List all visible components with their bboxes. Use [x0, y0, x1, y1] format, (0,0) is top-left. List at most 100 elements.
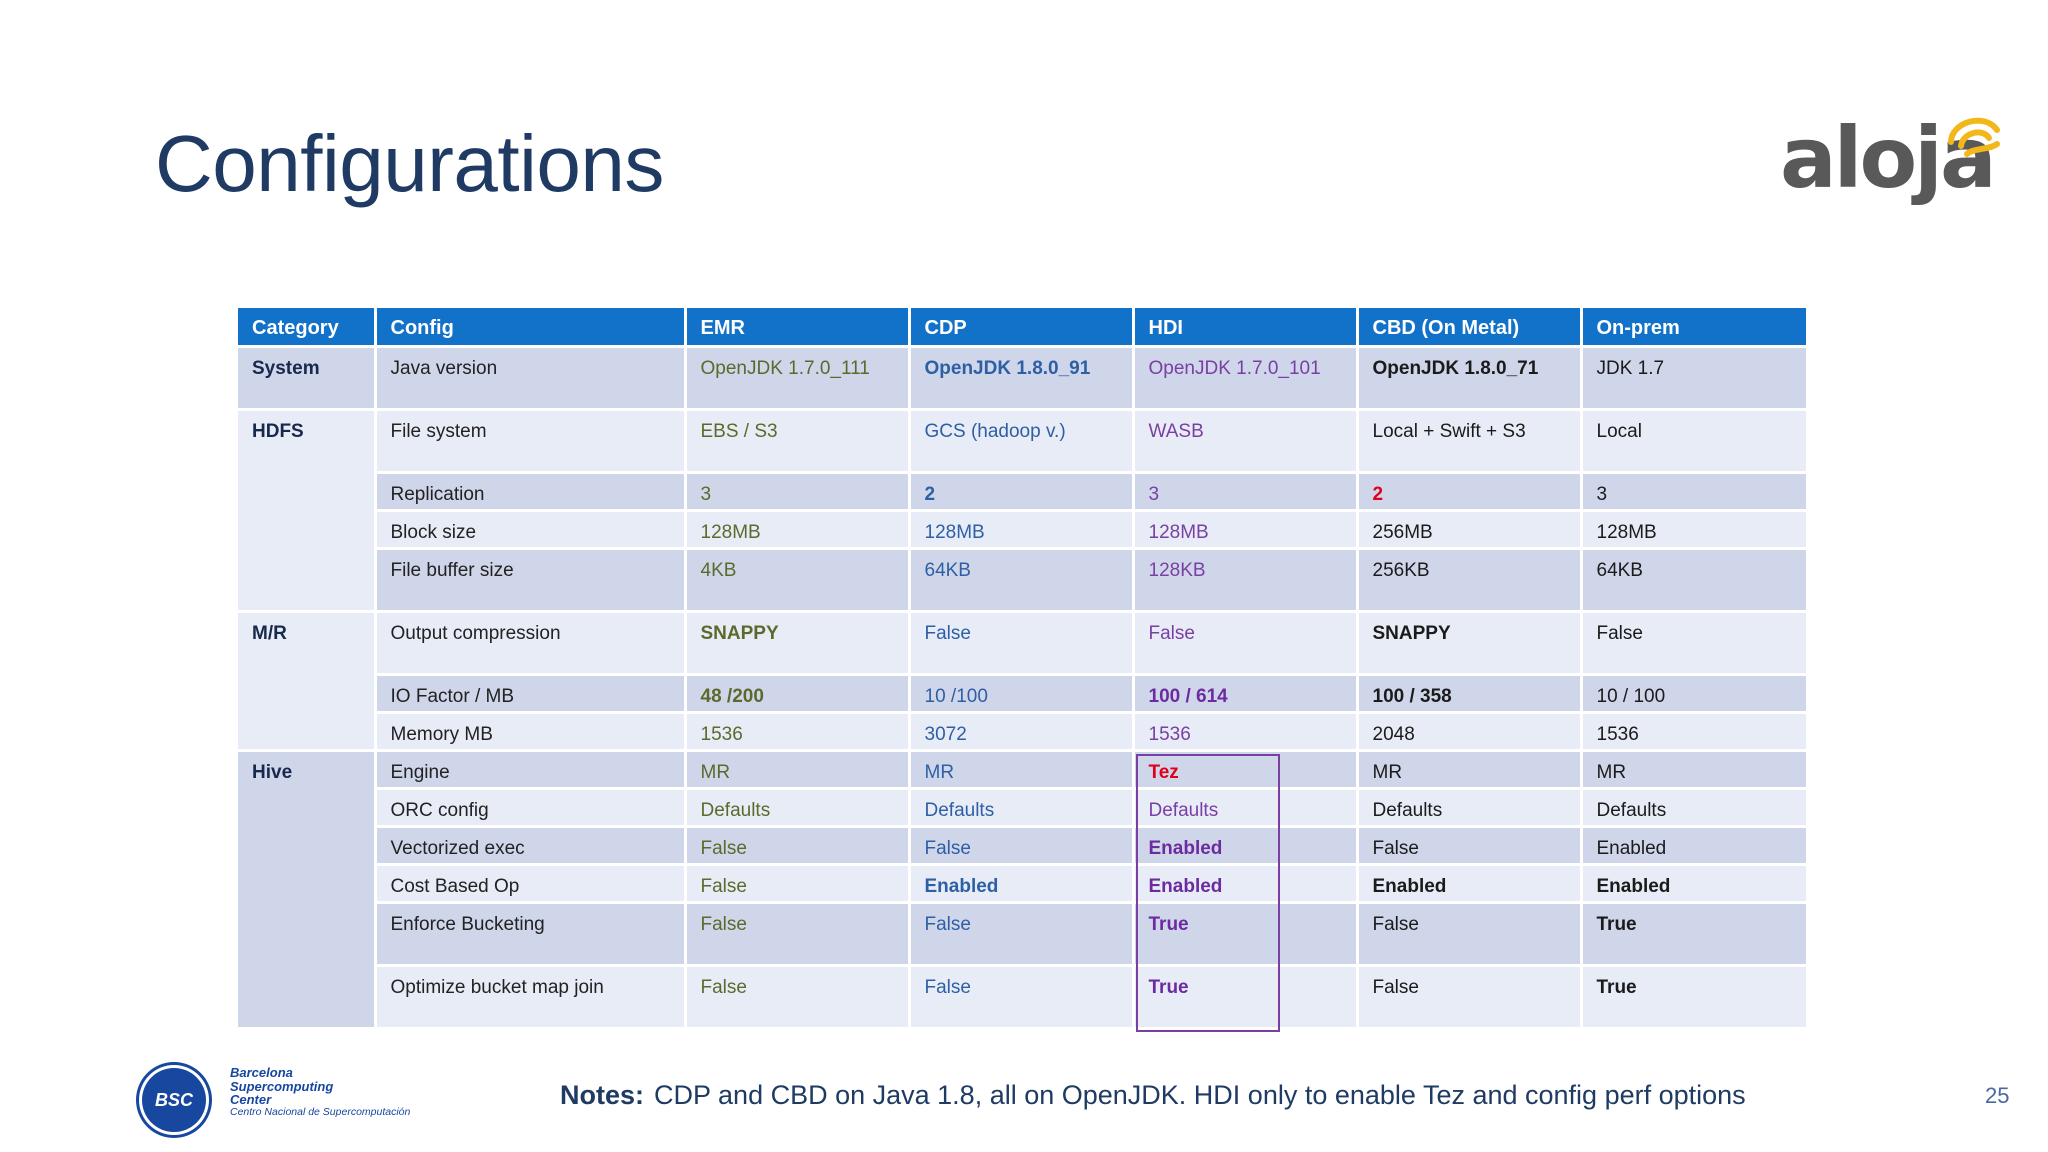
- cell-cbd: 2048: [1357, 712, 1583, 752]
- header-cdp: CDP: [909, 308, 1135, 348]
- cell-onprem: 128MB: [1581, 510, 1806, 550]
- cell-config: Vectorized exec: [375, 826, 687, 866]
- cell-hdi: 3: [1133, 472, 1359, 512]
- slide-title: Configurations: [155, 119, 664, 208]
- cell-emr: False: [685, 826, 911, 866]
- table-row: File buffer size 4KB 64KB 128KB 256KB 64…: [238, 548, 1806, 613]
- cell-config: Java version: [375, 346, 687, 411]
- cell-cbd: Enabled: [1357, 864, 1583, 904]
- cell-emr: 128MB: [685, 510, 911, 550]
- header-cbd: CBD (On Metal): [1357, 308, 1583, 348]
- cell-onprem: 10 / 100: [1581, 674, 1806, 714]
- cell-emr: False: [685, 902, 911, 967]
- cell-config: Optimize bucket map join: [375, 965, 687, 1030]
- table-row: Cost Based Op False Enabled Enabled Enab…: [238, 864, 1806, 904]
- aloja-wordmark: aloja: [1780, 109, 1997, 207]
- cell-hdi: OpenJDK 1.7.0_101: [1133, 346, 1359, 411]
- table-row: Optimize bucket map join False False Tru…: [238, 965, 1806, 1030]
- cell-cdp: False: [909, 965, 1135, 1030]
- cell-cdp: False: [909, 826, 1135, 866]
- cell-hdi: 128KB: [1133, 548, 1359, 613]
- cell-cbd: 2: [1357, 472, 1583, 512]
- cell-cbd: OpenJDK 1.8.0_71: [1357, 346, 1583, 411]
- cell-onprem: JDK 1.7: [1581, 346, 1806, 411]
- cell-onprem: MR: [1581, 750, 1806, 790]
- cell-emr: 4KB: [685, 548, 911, 613]
- cell-cbd: SNAPPY: [1357, 611, 1583, 676]
- cell-cdp: MR: [909, 750, 1135, 790]
- header-onprem: On-prem: [1581, 308, 1806, 348]
- page-number: 25: [1985, 1083, 2010, 1108]
- table-row: M/R Output compression SNAPPY False Fals…: [238, 611, 1806, 752]
- configurations-table: Category Config EMR CDP HDI CBD (On Meta…: [238, 308, 1806, 1030]
- cell-onprem: Enabled: [1581, 826, 1806, 866]
- cell-hdi: 100 / 614: [1133, 674, 1359, 714]
- cell-cdp: False: [909, 611, 1135, 676]
- cell-emr: EBS / S3: [685, 409, 911, 474]
- cell-config: Engine: [375, 750, 687, 790]
- table-row: HDFS File system EBS / S3 GCS (hadoop v.…: [238, 409, 1806, 613]
- notes: Notes: CDP and CBD on Java 1.8, all on Op…: [560, 1080, 1746, 1111]
- aloja-logo: aloja: [1780, 108, 2010, 218]
- cell-onprem: Defaults: [1581, 788, 1806, 828]
- cell-cdp: Defaults: [909, 788, 1135, 828]
- cell-cdp: Enabled: [909, 864, 1135, 904]
- cell-config: Block size: [375, 510, 687, 550]
- cell-onprem: True: [1581, 965, 1806, 1030]
- cell-emr: 3: [685, 472, 911, 512]
- category-hdfs: HDFS: [238, 409, 377, 613]
- table-row: Vectorized exec False False Enabled Fals…: [238, 826, 1806, 866]
- notes-text: CDP and CBD on Java 1.8, all on OpenJDK.…: [654, 1080, 1746, 1110]
- cell-config: Replication: [375, 472, 687, 512]
- table-header-row: Category Config EMR CDP HDI CBD (On Meta…: [238, 308, 1806, 348]
- cell-cbd: Defaults: [1357, 788, 1583, 828]
- header-config: Config: [375, 308, 687, 348]
- category-system: System: [238, 346, 377, 411]
- cell-hdi: True: [1133, 902, 1359, 967]
- cell-emr: MR: [685, 750, 911, 790]
- table-row: Replication 3 2 3 2 3: [238, 472, 1806, 512]
- cell-emr: 1536: [685, 712, 911, 752]
- cell-config: Output compression: [375, 611, 687, 676]
- cell-cbd: False: [1357, 965, 1583, 1030]
- cell-hdi: 128MB: [1133, 510, 1359, 550]
- cell-hdi: 1536: [1133, 712, 1359, 752]
- cell-hdi: False: [1133, 611, 1359, 676]
- table-row: Block size 128MB 128MB 128MB 256MB 128MB: [238, 510, 1806, 550]
- cell-cbd: Local + Swift + S3: [1357, 409, 1583, 474]
- cell-cbd: False: [1357, 826, 1583, 866]
- cell-hdi: Enabled: [1133, 864, 1359, 904]
- table-row: Hive Engine MR MR Tez MR MR: [238, 750, 1806, 1030]
- cell-cbd: MR: [1357, 750, 1583, 790]
- cell-onprem: 1536: [1581, 712, 1806, 752]
- cell-config: File buffer size: [375, 548, 687, 613]
- cell-config: Cost Based Op: [375, 864, 687, 904]
- cell-cdp: 64KB: [909, 548, 1135, 613]
- bsc-line-3: Center: [230, 1092, 272, 1108]
- cell-cdp: 2: [909, 472, 1135, 512]
- cell-onprem: 64KB: [1581, 548, 1806, 613]
- cell-cdp: 10 /100: [909, 674, 1135, 714]
- cell-cbd: False: [1357, 902, 1583, 967]
- cell-hdi: Defaults: [1133, 788, 1359, 828]
- cell-emr: OpenJDK 1.7.0_111: [685, 346, 911, 411]
- cell-hdi: Tez: [1133, 750, 1359, 790]
- category-hive: Hive: [238, 750, 377, 1030]
- table-row: ORC config Defaults Defaults Defaults De…: [238, 788, 1806, 828]
- bsc-subtitle: Centro Nacional de Supercomputación: [230, 1105, 411, 1118]
- header-category: Category: [238, 308, 377, 348]
- header-emr: EMR: [685, 308, 911, 348]
- cell-onprem: True: [1581, 902, 1806, 967]
- cell-emr: 48 /200: [685, 674, 911, 714]
- cell-cdp: OpenJDK 1.8.0_91: [909, 346, 1135, 411]
- category-mr: M/R: [238, 611, 377, 752]
- cell-cbd: 256MB: [1357, 510, 1583, 550]
- cell-cbd: 100 / 358: [1357, 674, 1583, 714]
- cell-onprem: Local: [1581, 409, 1806, 474]
- cell-onprem: Enabled: [1581, 864, 1806, 904]
- table-row: System Java version OpenJDK 1.7.0_111 Op…: [238, 346, 1806, 411]
- wifi-mark-icon: [1948, 117, 2000, 157]
- bsc-line-2: Supercomputing: [230, 1078, 334, 1094]
- header-hdi: HDI: [1133, 308, 1359, 348]
- bsc-wordmark: Barcelona Supercomputing Center Centro N…: [230, 1066, 410, 1118]
